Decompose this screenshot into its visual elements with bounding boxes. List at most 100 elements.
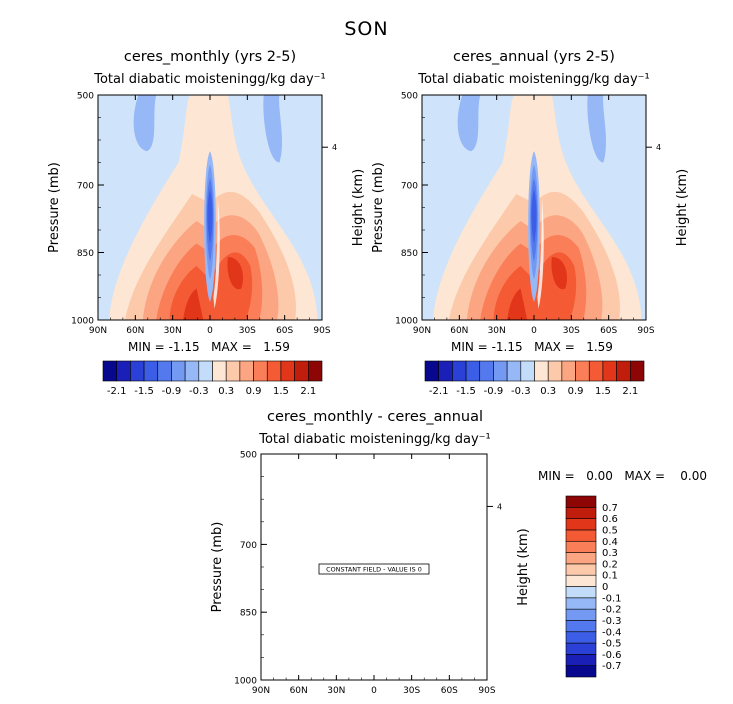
panel2-units: g/kg day⁻¹ xyxy=(581,72,650,87)
height-tick-label: 4 xyxy=(497,502,502,511)
colorbar-box xyxy=(630,360,645,382)
x-tick-label: 90N xyxy=(252,686,270,696)
colorbar-box xyxy=(565,495,597,508)
colorbar-label: 0.9 xyxy=(246,386,262,397)
colorbar-box xyxy=(239,360,254,382)
colorbar-box xyxy=(465,360,481,382)
panel3-max-label: MAX = xyxy=(624,469,666,483)
y2-axis-label: Height (km) xyxy=(675,169,690,246)
colorbar-box xyxy=(616,360,631,382)
colorbar-box xyxy=(588,360,604,382)
y-tick-label: 500 xyxy=(77,92,94,102)
panel3-subtitle-text: Total diabatic moistening xyxy=(259,432,423,447)
panel1-minmax: MIN = -1.15 MAX = 1.59 xyxy=(128,340,290,354)
season-title: SON xyxy=(344,18,389,40)
colorbar-box xyxy=(157,360,172,382)
colorbar-box xyxy=(424,360,439,382)
panel3-min-label: MIN = xyxy=(538,469,575,483)
colorbar-label: -0.7 xyxy=(602,661,622,672)
panel3-units: g/kg day⁻¹ xyxy=(422,432,491,447)
colorbar-label: -0.2 xyxy=(602,605,622,616)
colorbar-box xyxy=(565,608,597,621)
colorbar-box xyxy=(184,360,200,382)
colorbar-label: 0.3 xyxy=(218,386,234,397)
colorbar-box xyxy=(565,654,597,666)
x-tick-label: 60N xyxy=(126,326,144,336)
x-tick-label: 60N xyxy=(290,686,308,696)
upper-blue-patch-north xyxy=(133,95,157,152)
panel1-colorbar: -2.1 -1.5 -0.9 -0.3 0.3 0.9 1.5 2.1 xyxy=(102,360,323,397)
colorbar-box xyxy=(452,360,467,382)
colorbar-box xyxy=(565,540,597,553)
colorbar-label: 2.1 xyxy=(622,386,638,397)
panel3-subtitle: Total diabatic moisteningg/kg day⁻¹ xyxy=(245,432,505,447)
colorbar-label: -0.9 xyxy=(484,386,504,397)
y-tick-label: 850 xyxy=(240,609,257,619)
colorbar-box xyxy=(565,642,597,655)
colorbar-label: 0.6 xyxy=(602,514,618,525)
panel2-minmax: MIN = -1.15 MAX = 1.59 xyxy=(451,340,613,354)
colorbar-box xyxy=(506,360,522,382)
upper-blue-patch-north xyxy=(457,95,481,152)
colorbar-label: -0.6 xyxy=(602,650,622,661)
panel2-min-label: MIN = xyxy=(451,340,488,354)
colorbar-label: 0.5 xyxy=(602,525,618,536)
colorbar-label: -0.3 xyxy=(189,386,209,397)
x-tick-label: 90S xyxy=(313,326,330,336)
colorbar-box xyxy=(143,360,159,382)
colorbar-label: -0.3 xyxy=(511,386,531,397)
y2-axis-label: Height (km) xyxy=(351,169,366,246)
panel2-subtitle: Total diabatic moisteningg/kg day⁻¹ xyxy=(404,72,664,87)
zero-contour-strip xyxy=(213,198,220,309)
colorbar-label: -0.5 xyxy=(602,639,622,650)
panel1-min-label: MIN = xyxy=(128,340,165,354)
x-tick-label: 90S xyxy=(478,686,495,696)
colorbar-label: -1.5 xyxy=(456,386,476,397)
panel2-max-value: 1.59 xyxy=(586,340,613,354)
colorbar-label: 0.2 xyxy=(602,559,618,570)
colorbar-box xyxy=(565,507,597,519)
x-tick-label: 30N xyxy=(164,326,182,336)
colorbar-label: 0.3 xyxy=(602,548,618,559)
panel1-field xyxy=(98,95,322,320)
panel3-min-value: 0.00 xyxy=(586,469,613,483)
colorbar-label: 0.7 xyxy=(602,503,618,514)
x-tick-label: 60S xyxy=(276,326,293,336)
colorbar-box xyxy=(565,620,597,633)
panel1-axes: 90N 60N 30N 0 30S 60S 90S 500 700 850 1000 4 Pressur… xyxy=(47,92,366,337)
colorbar-box xyxy=(116,360,131,382)
positive-band-5 xyxy=(183,257,244,320)
height-tick-label: 4 xyxy=(332,143,337,152)
y-tick-label: 700 xyxy=(77,182,94,192)
upper-blue-patch-south xyxy=(263,95,282,163)
colorbar-label: 0 xyxy=(602,582,608,593)
x-tick-label: 0 xyxy=(531,326,537,336)
x-tick-label: 30N xyxy=(327,686,345,696)
y-tick-label: 850 xyxy=(401,249,418,259)
panel1-max-label: MAX = xyxy=(211,340,252,354)
colorbar-box xyxy=(565,518,597,531)
x-tick-label: 30S xyxy=(239,326,256,336)
panel3-minmax: MIN = 0.00 MAX = 0.00 xyxy=(538,469,707,483)
colorbar-box xyxy=(565,631,597,644)
colorbar-box xyxy=(171,360,186,382)
colorbar-box xyxy=(520,360,535,382)
panel1-title: ceres_monthly (yrs 2-5) xyxy=(123,49,297,65)
colorbar-label: -0.9 xyxy=(162,386,182,397)
colorbar-box xyxy=(565,586,597,599)
panel2-subtitle-text: Total diabatic moistening xyxy=(418,72,582,87)
colorbar-box xyxy=(280,360,295,382)
x-tick-label: 60S xyxy=(441,686,458,696)
colorbar-box xyxy=(308,360,323,382)
x-tick-label: 60N xyxy=(450,326,468,336)
colorbar-box xyxy=(565,597,597,610)
colorbar-box xyxy=(575,360,590,382)
x-tick-label: 30S xyxy=(403,686,420,696)
colorbar-label: -0.4 xyxy=(602,627,622,638)
y-tick-label: 700 xyxy=(401,182,418,192)
y-tick-label: 1000 xyxy=(71,317,94,327)
panel2-field xyxy=(422,95,646,320)
negative-tongue-4 xyxy=(531,189,537,244)
colorbar-box xyxy=(547,360,563,382)
